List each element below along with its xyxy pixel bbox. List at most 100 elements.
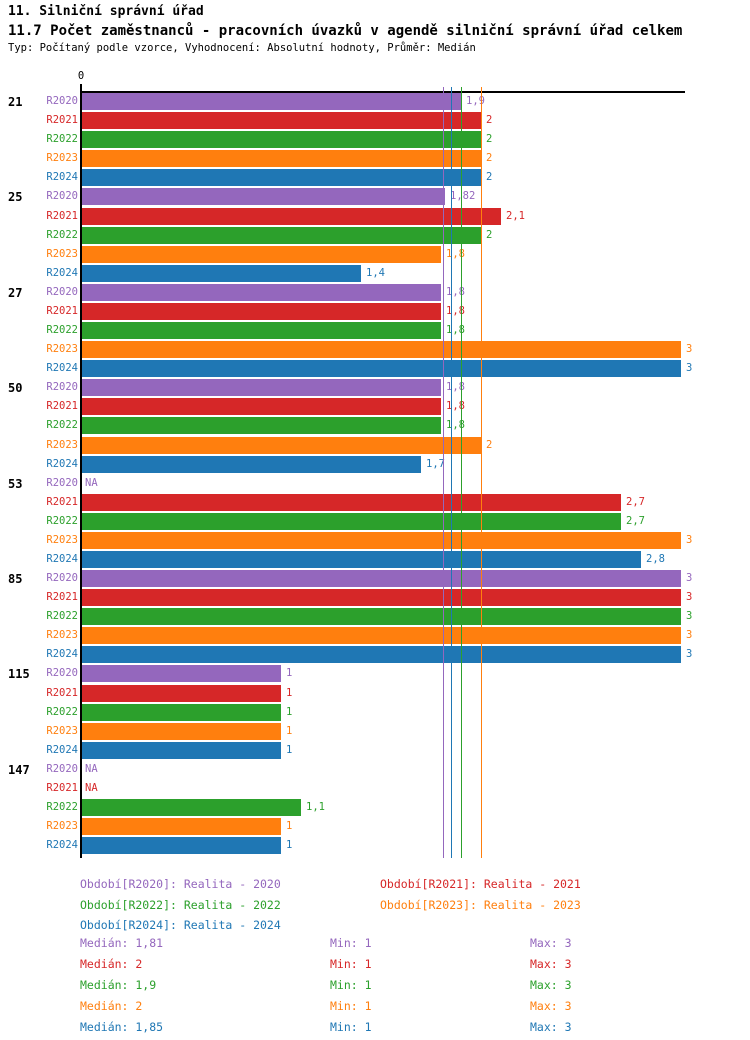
bar	[82, 703, 281, 721]
bar	[82, 570, 681, 587]
value-label: 1,1	[306, 801, 325, 813]
value-label: 2,7	[626, 495, 645, 508]
value-label: 2,1	[506, 209, 525, 222]
year-label: R2023	[46, 629, 78, 642]
bar	[82, 589, 681, 607]
year-label: R2021	[46, 114, 78, 127]
value-label: 1	[286, 820, 293, 833]
bar	[82, 493, 621, 511]
median-line	[443, 87, 444, 858]
chart-meta-line: Typ: Počítaný podle vzorce, Vyhodnocení:…	[8, 42, 476, 54]
value-label: 2	[486, 171, 493, 184]
stat-min: Min: 1	[330, 1020, 372, 1034]
stat-min: Min: 1	[330, 999, 372, 1013]
year-label: R2020	[46, 190, 78, 203]
value-label: 3	[686, 533, 693, 546]
bar	[82, 722, 281, 740]
bar	[82, 436, 481, 454]
legend-item: Období[R2020]: Realita - 2020	[80, 877, 281, 891]
bar	[82, 207, 501, 225]
stat-max: Max: 3	[530, 936, 572, 950]
value-label: 1,8	[446, 381, 465, 394]
bar	[82, 245, 441, 263]
bar	[82, 646, 681, 664]
bar	[82, 150, 481, 168]
bar	[82, 112, 481, 130]
bar	[82, 226, 481, 244]
year-label: R2022	[46, 705, 78, 718]
year-label: R2021	[46, 591, 78, 604]
value-label: 2	[486, 438, 493, 451]
year-label: R2020	[46, 95, 78, 107]
value-label: 1,8	[446, 304, 465, 317]
year-label: R2022	[46, 419, 78, 432]
median-line	[451, 87, 452, 858]
value-label: 2,7	[626, 514, 645, 527]
category-label: 53	[8, 476, 23, 491]
value-label: 2	[486, 133, 493, 146]
year-label: R2022	[46, 228, 78, 241]
bar	[82, 837, 281, 855]
chart-subtitle: 11.7 Počet zaměstnanců - pracovních úvaz…	[8, 23, 683, 39]
year-label: R2022	[46, 133, 78, 146]
y-axis	[80, 84, 82, 858]
value-label: 2	[486, 152, 493, 165]
legend-item: Období[R2023]: Realita - 2023	[380, 898, 581, 912]
year-label: R2022	[46, 801, 78, 813]
median-line	[461, 87, 462, 858]
value-label: 1,8	[446, 285, 465, 298]
bar	[82, 608, 681, 626]
bar	[82, 379, 441, 397]
year-label: R2024	[46, 648, 78, 661]
stat-min: Min: 1	[330, 978, 372, 992]
na-label: NA	[85, 476, 98, 489]
bar	[82, 131, 481, 149]
year-label: R2023	[46, 247, 78, 260]
bar	[82, 283, 441, 301]
bar	[82, 264, 361, 282]
value-label: 3	[686, 629, 693, 642]
year-label: R2023	[46, 438, 78, 451]
value-label: 3	[686, 343, 693, 356]
value-label: 1	[286, 839, 293, 852]
value-label: 1	[286, 743, 293, 756]
bar	[82, 322, 441, 339]
year-label: R2021	[46, 686, 78, 699]
bar	[82, 551, 641, 568]
na-label: NA	[85, 762, 98, 775]
value-label: 1	[286, 686, 293, 699]
value-label: 1	[286, 724, 293, 737]
year-label: R2020	[46, 381, 78, 394]
value-label: 1,8	[446, 419, 465, 432]
bar	[82, 398, 441, 416]
legend-item: Období[R2022]: Realita - 2022	[80, 898, 281, 912]
stat-max: Max: 3	[530, 957, 572, 971]
year-label: R2024	[46, 839, 78, 852]
bar	[82, 360, 681, 378]
year-label: R2023	[46, 533, 78, 546]
year-label: R2023	[46, 724, 78, 737]
year-label: R2020	[46, 667, 78, 680]
x-axis	[81, 91, 685, 93]
legend-item: Období[R2024]: Realita - 2024	[80, 918, 281, 932]
year-label: R2024	[46, 171, 78, 184]
stat-min: Min: 1	[330, 936, 372, 950]
year-label: R2021	[46, 495, 78, 508]
category-label: 85	[8, 572, 23, 586]
year-label: R2021	[46, 304, 78, 317]
bar	[82, 455, 421, 473]
value-label: 1,8	[446, 400, 465, 413]
stat-median: Medián: 1,9	[80, 978, 157, 992]
page-title: 11. Silniční správní úřad	[8, 4, 204, 19]
year-label: R2021	[46, 209, 78, 222]
value-label: 3	[686, 362, 693, 375]
bar	[82, 627, 681, 645]
bar	[82, 512, 621, 530]
year-label: R2024	[46, 743, 78, 756]
value-label: 2,8	[646, 553, 665, 565]
value-label: 3	[686, 648, 693, 661]
value-label: 1	[286, 705, 293, 718]
stat-median: Medián: 1,81	[80, 936, 164, 950]
category-label: 147	[8, 762, 30, 777]
year-label: R2023	[46, 152, 78, 165]
